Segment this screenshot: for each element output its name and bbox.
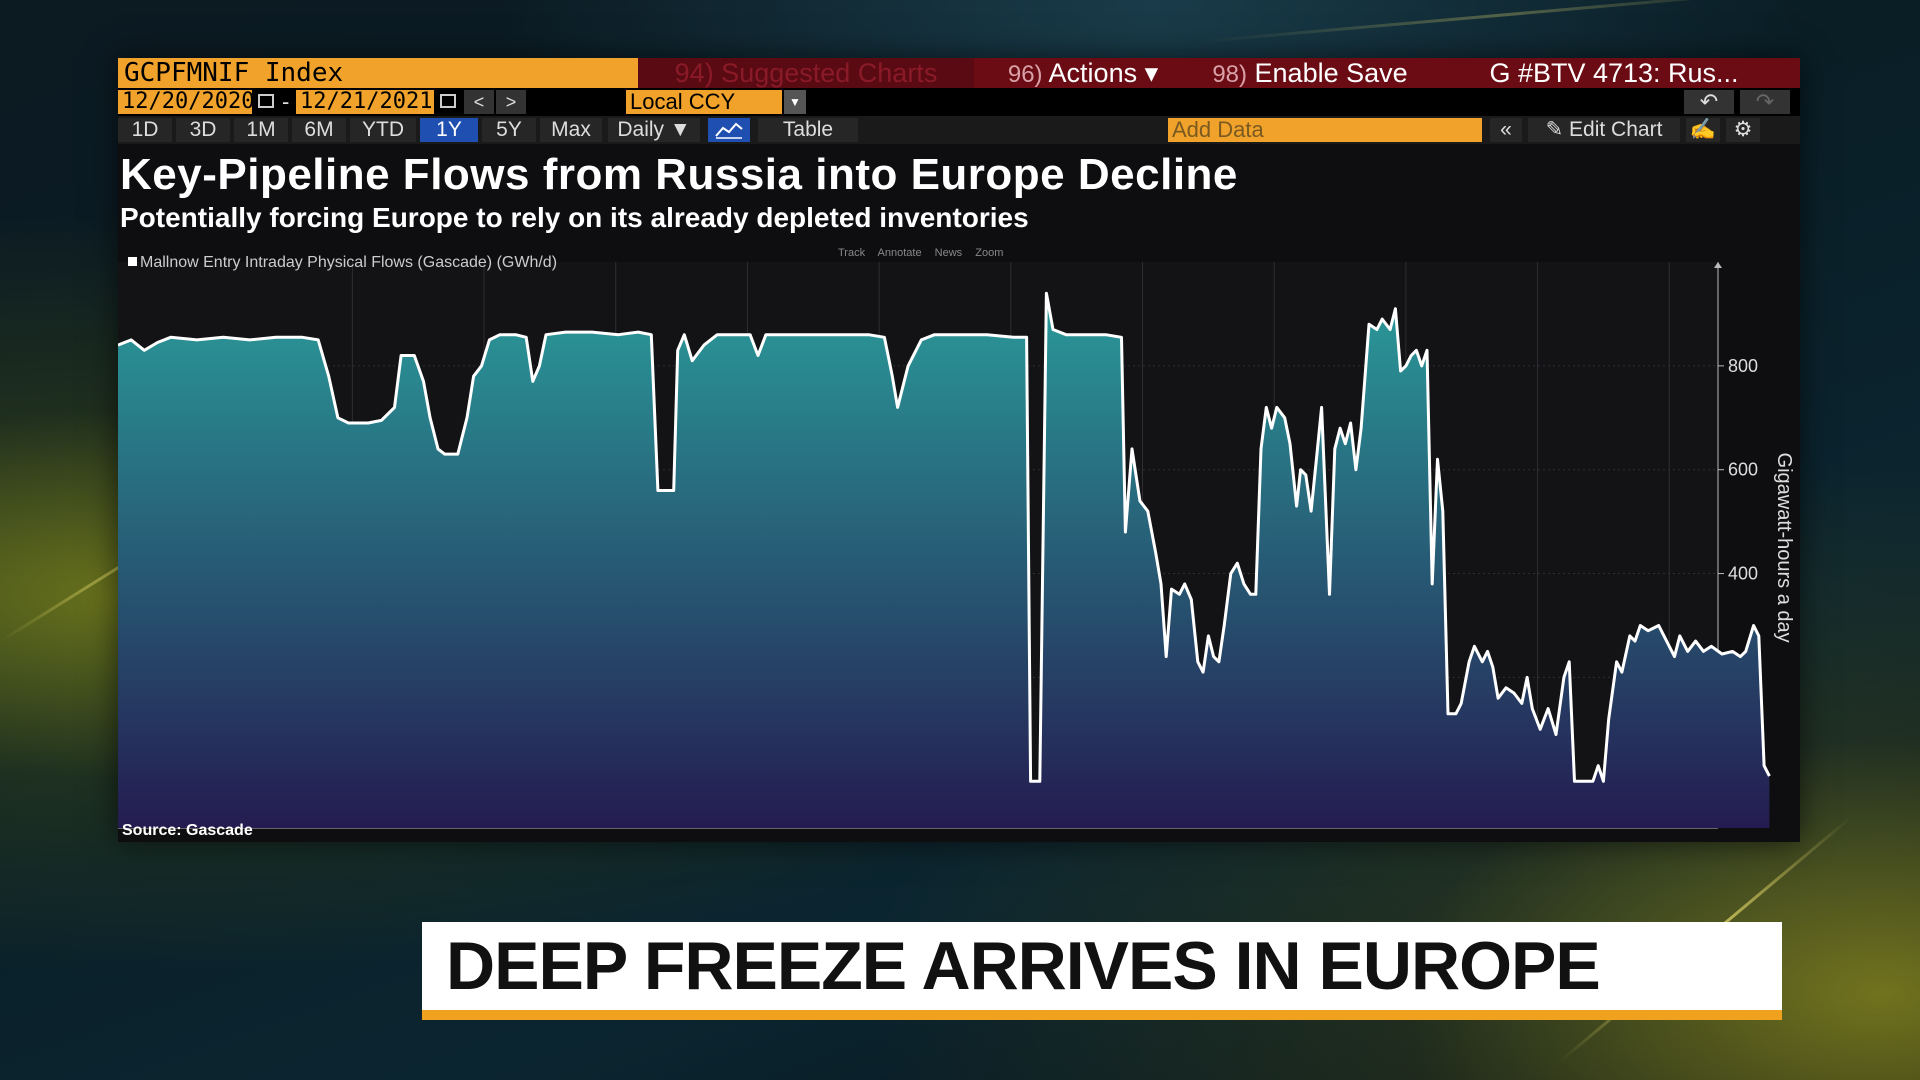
add-data-input[interactable]: Add Data (1168, 118, 1482, 142)
enable-save-button[interactable]: 98) Enable Save (1192, 58, 1428, 88)
edit-chart-button[interactable]: ✎ Edit Chart (1528, 118, 1680, 142)
chevron-left-icon[interactable]: < (464, 90, 494, 114)
top-command-bar: GCPFMNIF Index 94) Suggested Charts 96) … (118, 58, 1800, 88)
x-tick-label: Jan (310, 840, 339, 842)
x-tick-label: Oct (1496, 840, 1524, 842)
chart-title: Key-Pipeline Flows from Russia into Euro… (120, 150, 1238, 199)
y-tick-label: 600 (1728, 460, 1758, 480)
btv-story-button[interactable]: G #BTV 4713: Rus... (1428, 58, 1800, 88)
annotate-tool[interactable]: Annotate (877, 247, 922, 259)
actions-label: Actions ▾ (1048, 58, 1159, 88)
bloomberg-chart-panel: GCPFMNIF Index 94) Suggested Charts 96) … (118, 58, 1800, 842)
actions-menu-button[interactable]: 96) Actions ▾ (974, 58, 1192, 88)
legend-entry[interactable]: Mallnow Entry Intraday Physical Flows (G… (128, 254, 557, 272)
chevron-right-icon[interactable]: > (496, 90, 526, 114)
x-tick-label: Feb (441, 840, 472, 842)
range-button-ytd[interactable]: YTD (350, 118, 416, 142)
table-button[interactable]: Table (758, 118, 858, 142)
frequency-select[interactable]: Daily ▼ (608, 118, 700, 142)
redo-icon[interactable]: ↷ (1740, 90, 1790, 114)
range-button-6m[interactable]: 6M (292, 118, 346, 142)
ticker-field[interactable]: GCPFMNIF Index (118, 58, 638, 88)
range-button-3d[interactable]: 3D (176, 118, 230, 142)
x-tick-label: Sep (1362, 840, 1394, 842)
x-tick-label: Apr (705, 840, 733, 842)
headline: DEEP FREEZE ARRIVES IN EUROPE (446, 928, 1601, 1004)
pencil-icon: ✎ (1545, 118, 1564, 141)
chart-svg[interactable]: DecJanFebMarAprMayJunJulAugSepOctNovDec2… (118, 144, 1800, 842)
currency-select[interactable]: Local CCY (626, 90, 782, 114)
x-tick-label: Nov (1625, 840, 1657, 842)
actions-number: 96) (1007, 61, 1043, 88)
source-note: Source: Gascade (122, 822, 253, 839)
end-date-input[interactable]: 12/21/2021 (296, 90, 434, 114)
range-toolbar: 1D 3D 1M 6M YTD 1Y 5Y Max Daily ▼ Table Add Dat… (118, 116, 1800, 144)
legend-label: Mallnow Entry Intraday Physical Flows (G… (140, 254, 558, 271)
enable-label: Enable Save (1254, 58, 1408, 88)
suggested-charts-button[interactable]: 94) Suggested Charts (638, 58, 974, 88)
x-tick-label: Mar (572, 840, 603, 842)
x-tick-label: Dec (1757, 840, 1789, 842)
plot-tools: Track Annotate News Zoom (838, 247, 1013, 259)
x-tick-label: Jul (1103, 840, 1126, 842)
range-button-5y[interactable]: 5Y (482, 118, 536, 142)
track-tool[interactable]: Track (838, 247, 866, 259)
x-tick-label: Jun (968, 840, 997, 842)
chevron-down-icon[interactable]: ▼ (784, 90, 806, 114)
chart-area: DecJanFebMarAprMayJunJulAugSepOctNovDec2… (118, 144, 1800, 842)
news-tool[interactable]: News (934, 247, 963, 259)
range-button-1y[interactable]: 1Y (420, 118, 478, 142)
y-tick-label: 800 (1728, 356, 1758, 376)
collapse-icon[interactable]: « (1490, 118, 1522, 142)
range-button-1d[interactable]: 1D (118, 118, 172, 142)
legend-swatch (128, 257, 137, 266)
annotate-edit-icon[interactable]: ✍ (1686, 118, 1720, 142)
series-area (118, 293, 1770, 828)
chart-subtitle: Potentially forcing Europe to rely on it… (120, 202, 1029, 233)
x-tick-label: May (834, 840, 868, 842)
zoom-tool[interactable]: Zoom (975, 247, 1004, 259)
y-axis-arrow (1714, 262, 1722, 268)
lower-third-banner: DEEP FREEZE ARRIVES IN EUROPE (422, 922, 1782, 1020)
start-date-input[interactable]: 12/20/2020 (118, 90, 254, 114)
series-line[interactable] (118, 291, 1771, 783)
x-tick-label: Dec (177, 840, 209, 842)
calendar-icon[interactable] (440, 94, 456, 108)
calendar-icon[interactable] (258, 94, 274, 108)
date-range-bar: 12/20/2020 - 12/21/2021 < > Local CCY ▼ … (118, 88, 1800, 116)
gear-icon[interactable]: ⚙ (1726, 118, 1760, 142)
background-streak (1199, 0, 1798, 43)
y-tick-label: 400 (1728, 564, 1758, 584)
edit-chart-label: Edit Chart (1569, 118, 1663, 141)
range-button-max[interactable]: Max (540, 118, 602, 142)
range-button-1m[interactable]: 1M (234, 118, 288, 142)
enable-number: 98) (1212, 61, 1248, 88)
x-tick-label: Aug (1230, 840, 1262, 842)
date-separator: - (282, 89, 290, 114)
undo-icon[interactable]: ↶ (1684, 90, 1734, 114)
line-chart-icon[interactable] (708, 118, 750, 142)
y-axis-label: Gigawatt-hours a day (1773, 453, 1795, 643)
